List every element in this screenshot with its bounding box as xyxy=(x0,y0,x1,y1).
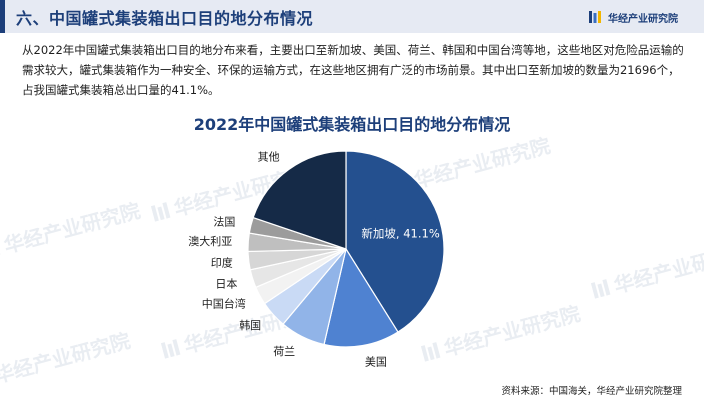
header-accent xyxy=(0,0,5,33)
brand-name: 华经产业研究院 xyxy=(608,13,678,25)
data-label-india: 印度 xyxy=(211,256,233,270)
data-label-korea: 韩国 xyxy=(239,318,261,332)
data-label-other: 其他 xyxy=(258,150,280,163)
brand-logo-icon xyxy=(589,11,601,23)
pie-slice-other xyxy=(252,150,347,250)
data-label-singapore: 新加坡, 41.1% xyxy=(361,226,439,240)
data-label-taiwan: 中国台湾 xyxy=(202,296,246,310)
header-bar xyxy=(0,0,704,33)
pie-slice-singapore xyxy=(345,150,445,333)
page-title: 六、中国罐式集装箱出口目的地分布情况 xyxy=(16,9,314,28)
data-label-japan: 日本 xyxy=(215,277,237,291)
data-label-france: 法国 xyxy=(213,214,235,228)
data-label-netherlands: 荷兰 xyxy=(273,345,295,358)
pie-slice-usa xyxy=(323,247,399,348)
intro-paragraph: 从2022年中国罐式集装箱出口目的地分布来看，主要出口至新加坡、美国、荷兰、韩国… xyxy=(22,43,684,97)
data-label-australia: 澳大利亚 xyxy=(188,234,232,248)
source-note: 资料来源：中国海关，华经产业研究院整理 xyxy=(501,386,682,397)
brand-logo: 华经产业研究院 xyxy=(589,9,678,25)
chart-title: 2022年中国罐式集装箱出口目的地分布情况 xyxy=(193,115,511,134)
data-label-usa: 美国 xyxy=(365,355,387,368)
